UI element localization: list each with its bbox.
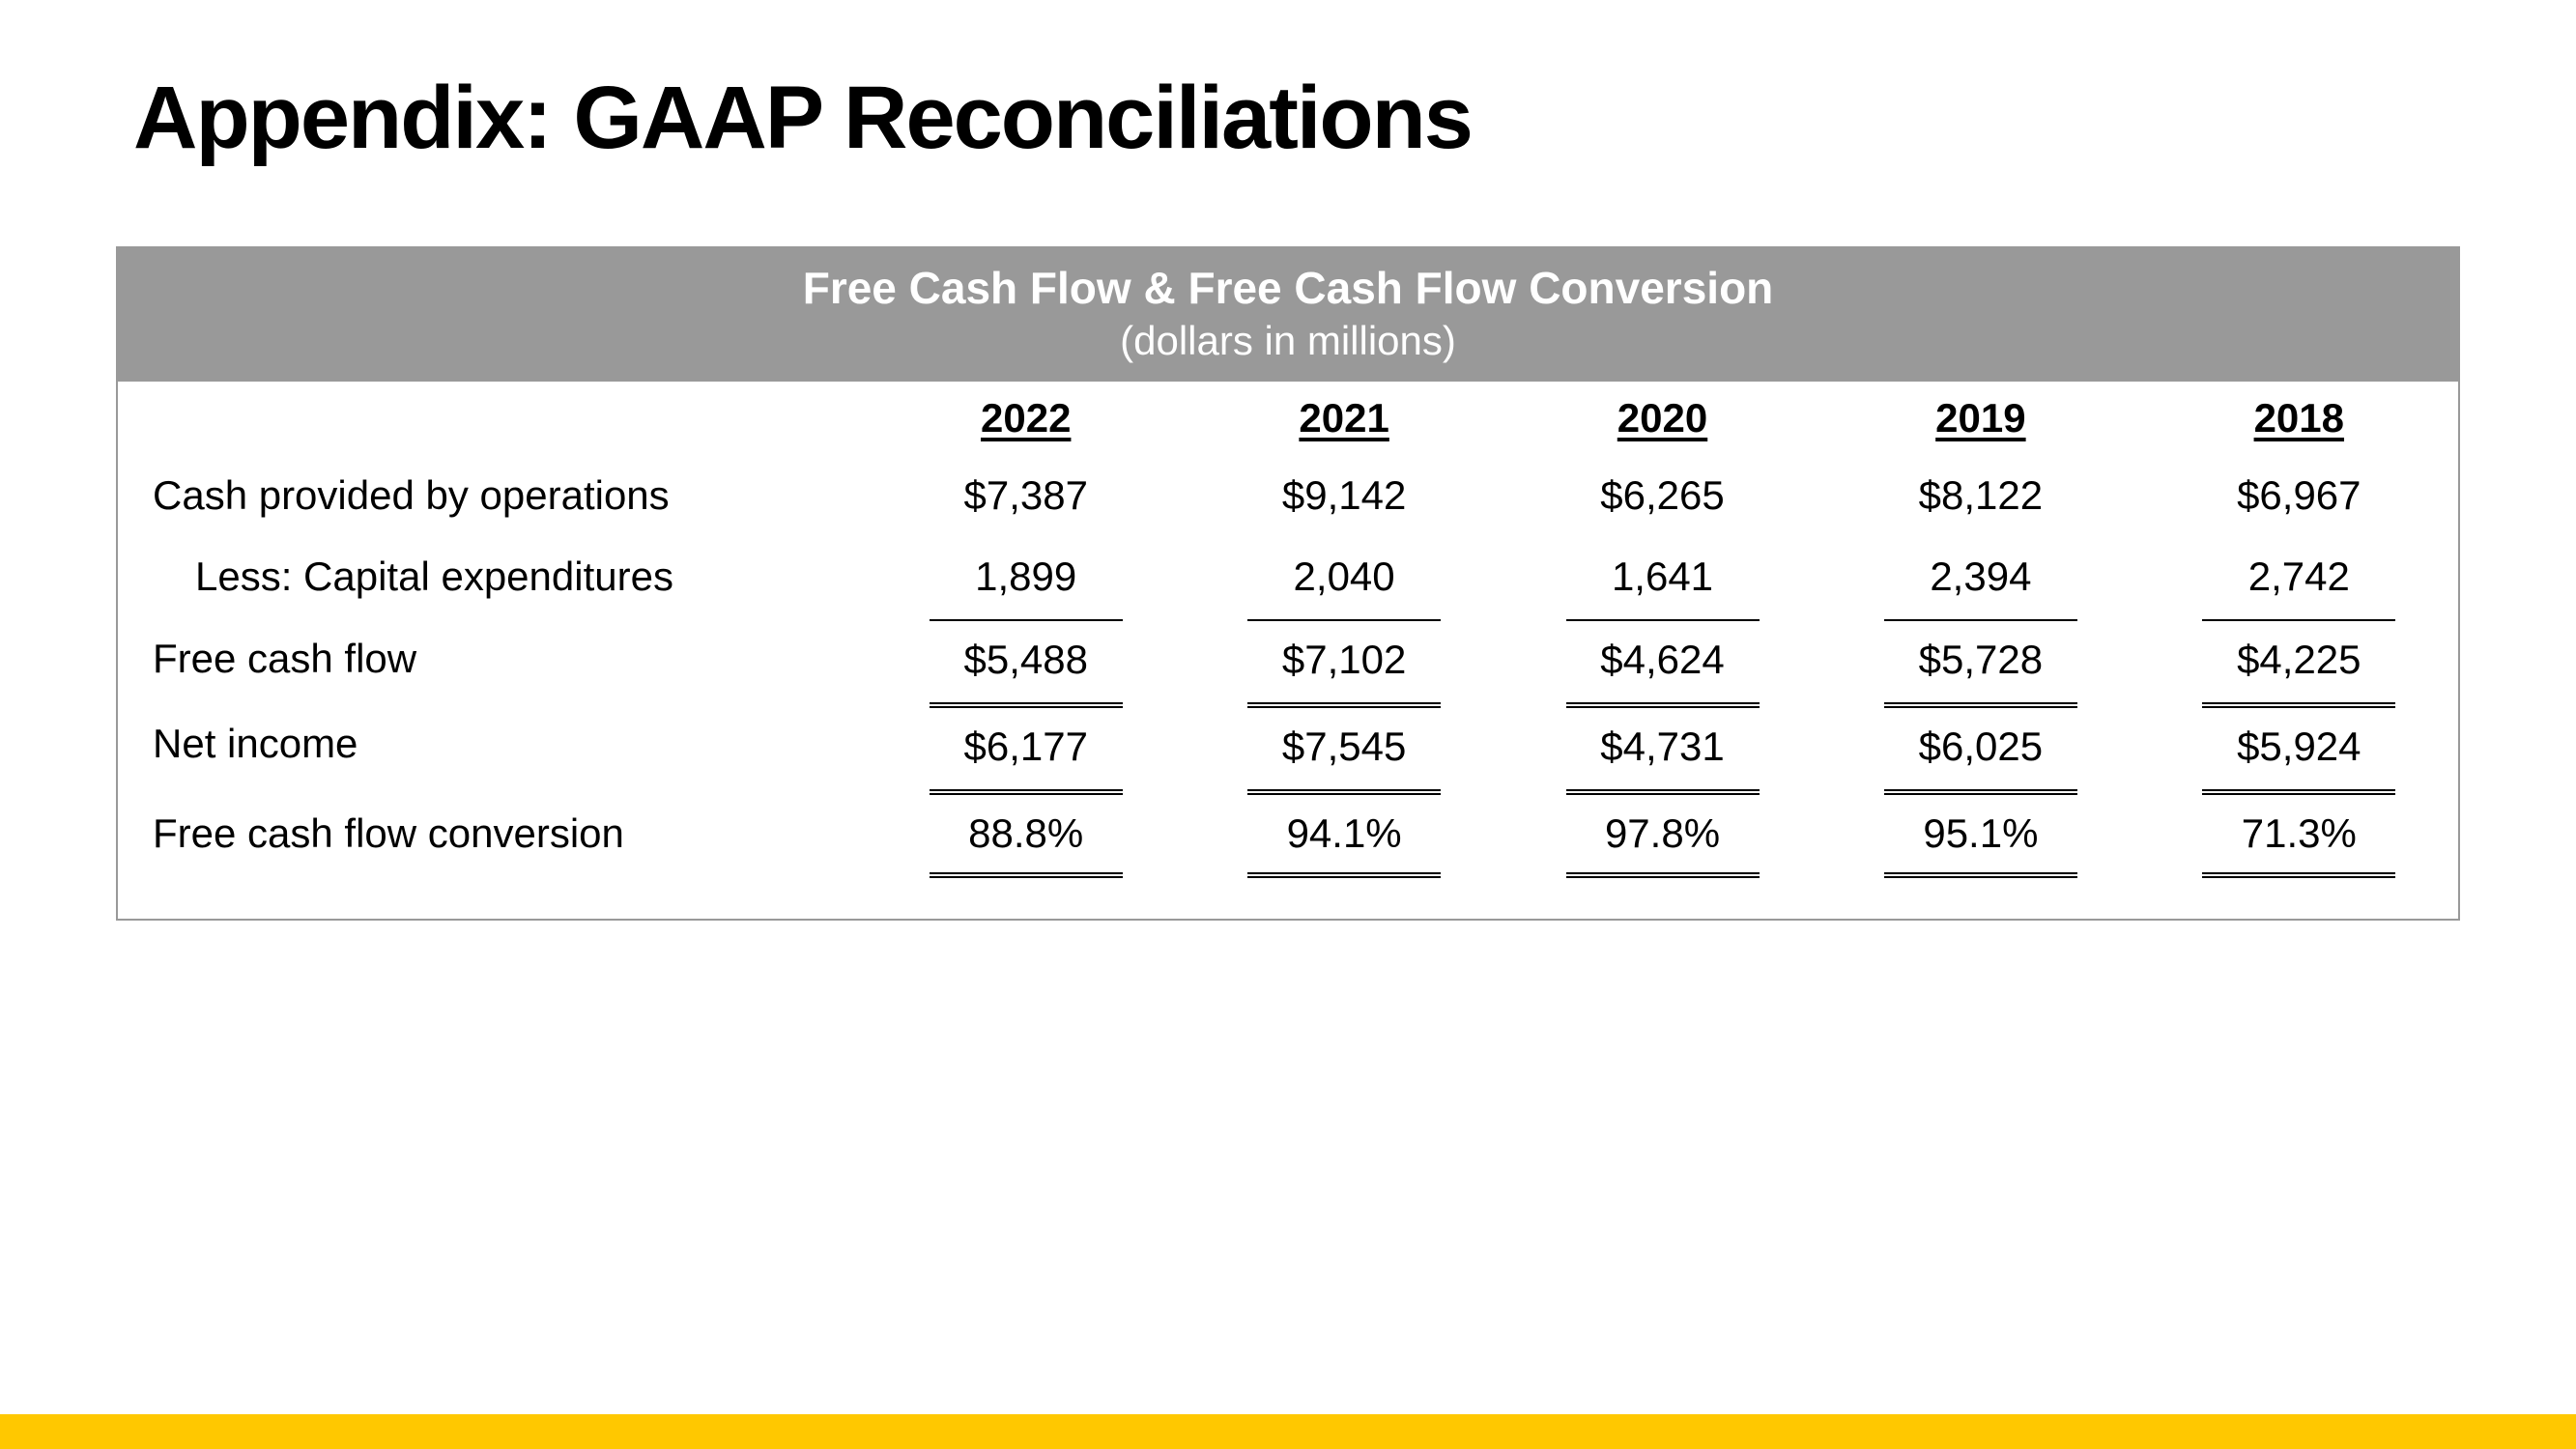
cell-value: $8,122 (1821, 455, 2139, 536)
table-header-subtitle: (dollars in millions) (118, 318, 2458, 364)
label-col-header (118, 382, 867, 455)
cell-value: 1,641 (1503, 536, 1821, 617)
cell-value: $4,624 (1503, 617, 1821, 700)
table-row: Free cash flow conversion 88.8% 94.1% 97… (118, 787, 2458, 880)
row-label: Cash provided by operations (118, 455, 867, 536)
cell-value: $6,265 (1503, 455, 1821, 536)
cell-value: $9,142 (1185, 455, 1503, 536)
row-label: Free cash flow (118, 617, 867, 700)
accent-bar (0, 1414, 2576, 1449)
table-header-title: Free Cash Flow & Free Cash Flow Conversi… (118, 262, 2458, 314)
spacer-row (118, 880, 2458, 919)
cell-value: 88.8% (867, 787, 1185, 880)
row-label: Net income (118, 700, 867, 787)
cell-value: 94.1% (1185, 787, 1503, 880)
cell-value: 97.8% (1503, 787, 1821, 880)
col-header-2020: 2020 (1503, 382, 1821, 455)
column-header-row: 2022 2021 2020 2019 2018 (118, 382, 2458, 455)
cell-value: $6,025 (1821, 700, 2139, 787)
table-row: Cash provided by operations $7,387 $9,14… (118, 455, 2458, 536)
row-label: Free cash flow conversion (118, 787, 867, 880)
cell-value: $7,387 (867, 455, 1185, 536)
cell-value: $7,102 (1185, 617, 1503, 700)
table-row: Less: Capital expenditures 1,899 2,040 1… (118, 536, 2458, 617)
col-header-2018: 2018 (2140, 382, 2458, 455)
cell-value: 2,394 (1821, 536, 2139, 617)
col-header-2019: 2019 (1821, 382, 2139, 455)
cell-value: 2,742 (2140, 536, 2458, 617)
cell-value: $5,924 (2140, 700, 2458, 787)
cell-value: 71.3% (2140, 787, 2458, 880)
row-label: Less: Capital expenditures (118, 536, 867, 617)
cell-value: $5,728 (1821, 617, 2139, 700)
financial-table: 2022 2021 2020 2019 2018 Cash provided b… (118, 382, 2458, 919)
page-title: Appendix: GAAP Reconciliations (0, 0, 2576, 169)
financial-table-container: Free Cash Flow & Free Cash Flow Conversi… (116, 246, 2460, 921)
cell-value: $6,177 (867, 700, 1185, 787)
cell-value: 2,040 (1185, 536, 1503, 617)
cell-value: $7,545 (1185, 700, 1503, 787)
table-row: Net income $6,177 $7,545 $4,731 $6,025 $… (118, 700, 2458, 787)
table-row: Free cash flow $5,488 $7,102 $4,624 $5,7… (118, 617, 2458, 700)
col-header-2021: 2021 (1185, 382, 1503, 455)
col-header-2022: 2022 (867, 382, 1185, 455)
cell-value: 1,899 (867, 536, 1185, 617)
table-header: Free Cash Flow & Free Cash Flow Conversi… (118, 246, 2458, 382)
cell-value: $4,225 (2140, 617, 2458, 700)
cell-value: $6,967 (2140, 455, 2458, 536)
cell-value: $4,731 (1503, 700, 1821, 787)
cell-value: $5,488 (867, 617, 1185, 700)
cell-value: 95.1% (1821, 787, 2139, 880)
